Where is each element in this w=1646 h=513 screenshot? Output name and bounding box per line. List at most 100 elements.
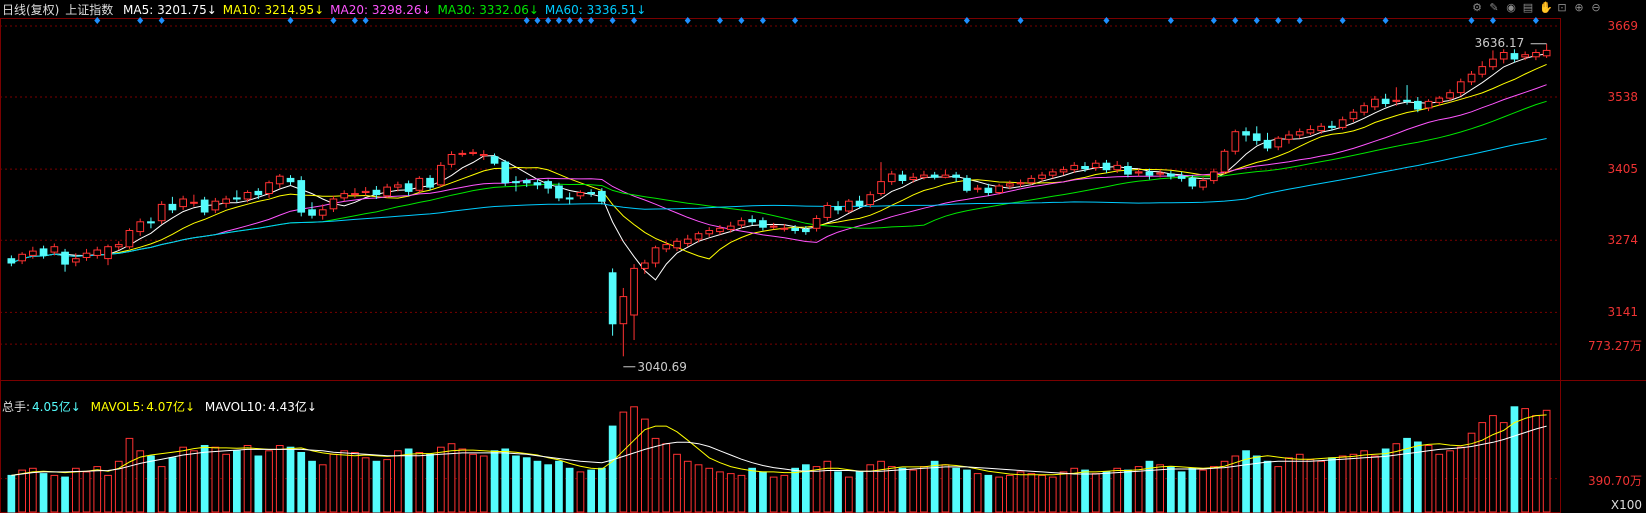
eye-icon[interactable]: ◉	[1506, 1, 1516, 14]
volume-bar	[29, 467, 37, 513]
volume-bar	[1027, 473, 1036, 513]
price-tick-label: 3405	[1607, 162, 1638, 177]
lock-icon[interactable]: ⊡	[1557, 1, 1567, 14]
volume-bar	[7, 474, 16, 513]
volume-bar	[501, 448, 510, 513]
volume-bar	[1478, 422, 1487, 513]
volume-bar	[233, 450, 241, 513]
volume-bar	[168, 457, 177, 513]
hand-icon[interactable]: ✋	[1539, 1, 1553, 14]
volume-bar	[533, 460, 542, 513]
volume-bar	[308, 460, 316, 513]
candle-body	[157, 203, 166, 222]
volume-bar	[1016, 471, 1025, 513]
candle-body	[361, 190, 370, 193]
volume-bar	[1338, 455, 1347, 513]
volume-bar	[1242, 450, 1250, 513]
candle-body	[769, 225, 778, 228]
candle-body	[1081, 166, 1089, 170]
volume-bar	[1295, 453, 1304, 513]
volume-bar	[361, 457, 370, 513]
candle-body	[490, 156, 499, 164]
volume-bar	[855, 471, 864, 513]
candle-body	[1113, 164, 1122, 171]
total-volume-value: 4.05亿↓	[32, 400, 81, 414]
volume-bar	[1210, 466, 1218, 513]
volume-bar	[1038, 474, 1046, 513]
volume-bar	[254, 455, 263, 513]
volume-bar	[694, 464, 703, 513]
volume-bar	[318, 464, 327, 513]
volume-bar	[1414, 441, 1422, 513]
volume-bar	[1521, 408, 1530, 513]
candle-body	[1091, 162, 1100, 168]
candle-body	[1392, 99, 1401, 102]
event-marker	[609, 17, 616, 24]
volume-unit-label: X100	[1610, 498, 1642, 512]
mavol10-line	[11, 425, 1547, 476]
candle-body	[1156, 172, 1165, 175]
candle-body	[114, 244, 123, 248]
volume-bar	[1006, 474, 1014, 513]
event-marker	[362, 17, 369, 24]
price-tick-label: 3669	[1607, 18, 1638, 33]
price-tick-label: 3538	[1607, 90, 1638, 105]
candle-body	[125, 230, 134, 248]
volume-bar	[1070, 467, 1079, 513]
draw-pen-icon[interactable]: ✎	[1489, 1, 1499, 14]
volume-bar	[1371, 455, 1379, 513]
event-marker	[1167, 17, 1174, 24]
candle-body	[1467, 73, 1476, 83]
volume-bar	[587, 469, 595, 513]
volume-bar	[104, 474, 112, 513]
ma30-line	[11, 100, 1547, 264]
volume-bar	[1317, 460, 1326, 513]
candle-body	[72, 258, 80, 263]
candle-body	[50, 246, 59, 253]
volume-bar	[1113, 467, 1122, 513]
volume-bar	[351, 452, 359, 513]
candle-body	[1446, 92, 1454, 99]
candle-body	[662, 244, 671, 250]
candle-body	[136, 221, 145, 233]
candle-body	[1542, 49, 1551, 57]
candle-body	[479, 154, 488, 157]
candle-body	[29, 250, 37, 256]
volume-bar	[1177, 471, 1186, 513]
volume-bar	[340, 450, 349, 513]
candle-body	[233, 197, 241, 200]
volume-bar	[1124, 469, 1132, 513]
candle-body	[1027, 177, 1036, 184]
event-marker	[545, 17, 552, 24]
ma20-line	[11, 84, 1547, 264]
candle-body	[1510, 53, 1519, 60]
volume-bar	[898, 467, 907, 513]
lock-calendar-icon[interactable]: ▤	[1522, 1, 1534, 14]
event-marker	[1489, 17, 1496, 24]
settings-icon[interactable]: ⚙	[1472, 1, 1482, 14]
volume-bar	[265, 450, 273, 513]
event-marker	[1232, 17, 1239, 24]
mavol5-label: MAVOL5:	[90, 400, 145, 414]
volume-bar	[984, 474, 993, 513]
candle-body	[705, 230, 714, 235]
event-marker	[351, 17, 358, 24]
zoom-in-icon[interactable]: ⊕	[1574, 1, 1584, 14]
candle-body	[1059, 169, 1068, 173]
volume-bar	[1467, 432, 1476, 513]
candle-body	[168, 203, 177, 211]
index-name: 上证指数	[65, 3, 114, 17]
candle-body	[565, 197, 574, 200]
candle-body	[1478, 66, 1487, 75]
candle-body	[254, 190, 263, 196]
candle-body	[1338, 119, 1347, 128]
event-marker	[792, 17, 799, 24]
volume-bar	[683, 460, 692, 513]
event-marker	[137, 17, 144, 24]
event-marker	[631, 17, 638, 24]
zoom-out-icon[interactable]: ⊖	[1591, 1, 1601, 14]
volume-bar	[426, 453, 434, 513]
candle-body	[147, 221, 155, 224]
volume-bar	[1188, 467, 1197, 513]
